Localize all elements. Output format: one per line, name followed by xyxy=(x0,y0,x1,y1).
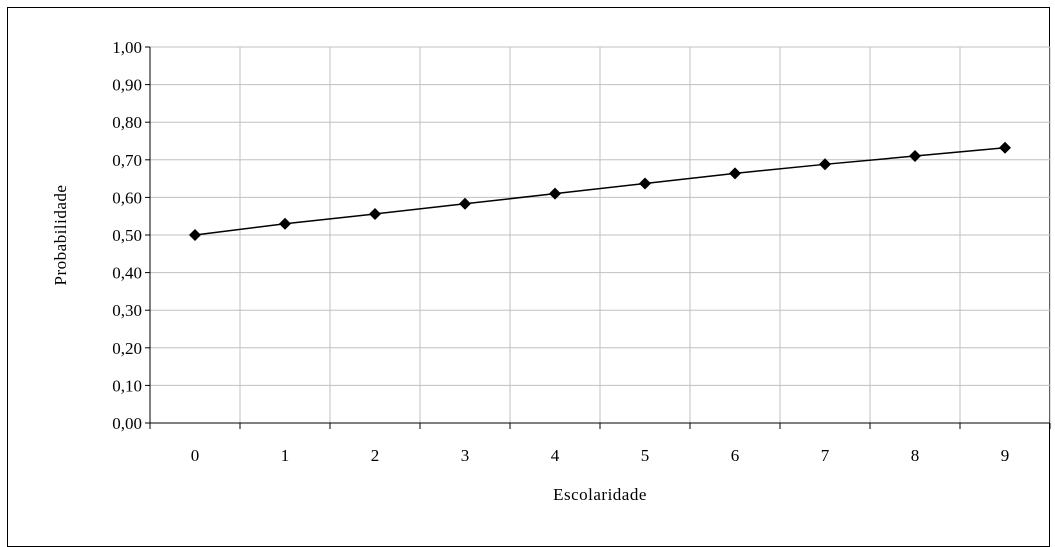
data-point-marker xyxy=(549,187,561,200)
axes xyxy=(145,46,1051,429)
data-point-marker xyxy=(459,197,471,210)
x-tick-label: 7 xyxy=(821,446,830,465)
y-tick-label: 0,70 xyxy=(112,151,142,170)
y-tick-label: 1,00 xyxy=(112,38,142,57)
x-tick-label: 4 xyxy=(551,446,560,465)
y-tick-label: 0,20 xyxy=(112,339,142,358)
x-tick-label: 8 xyxy=(911,446,920,465)
x-tick-label: 0 xyxy=(191,446,200,465)
data-point-marker xyxy=(729,167,741,180)
x-tick-label: 6 xyxy=(731,446,740,465)
data-point-marker xyxy=(279,217,291,230)
series-line xyxy=(194,147,1006,236)
y-tick-label: 0,40 xyxy=(112,264,142,283)
x-tick-label: 5 xyxy=(641,446,650,465)
data-point-marker xyxy=(189,229,201,241)
series-layer xyxy=(189,141,1011,241)
y-tick-label: 0,10 xyxy=(112,376,142,395)
y-axis-title: Probabilidade xyxy=(51,185,70,286)
y-tick-label: 0,30 xyxy=(112,301,142,320)
chart-frame xyxy=(7,7,1050,547)
y-tick-label: 0,60 xyxy=(112,188,142,207)
x-tick-label: 2 xyxy=(371,446,380,465)
y-tick-label: 0,80 xyxy=(112,113,142,132)
data-point-marker xyxy=(909,150,921,163)
data-point-marker xyxy=(639,177,651,190)
y-tick-label: 0,00 xyxy=(112,414,142,433)
tick-labels: 0,00 0,10 0,20 0,30 0,40 0,50 0,60 0,70 0,80 0,90… xyxy=(112,38,1009,465)
x-axis-title: Escolaridade xyxy=(553,485,647,504)
y-tick-label: 0,90 xyxy=(112,76,142,95)
x-tick-label: 9 xyxy=(1001,446,1010,465)
data-point-marker xyxy=(369,207,381,220)
data-point-marker xyxy=(999,141,1011,154)
x-tick-label: 3 xyxy=(461,446,470,465)
data-point-marker xyxy=(819,158,831,171)
x-tick-label: 1 xyxy=(281,446,290,465)
grid xyxy=(150,46,1051,423)
y-tick-label: 0,50 xyxy=(112,226,142,245)
